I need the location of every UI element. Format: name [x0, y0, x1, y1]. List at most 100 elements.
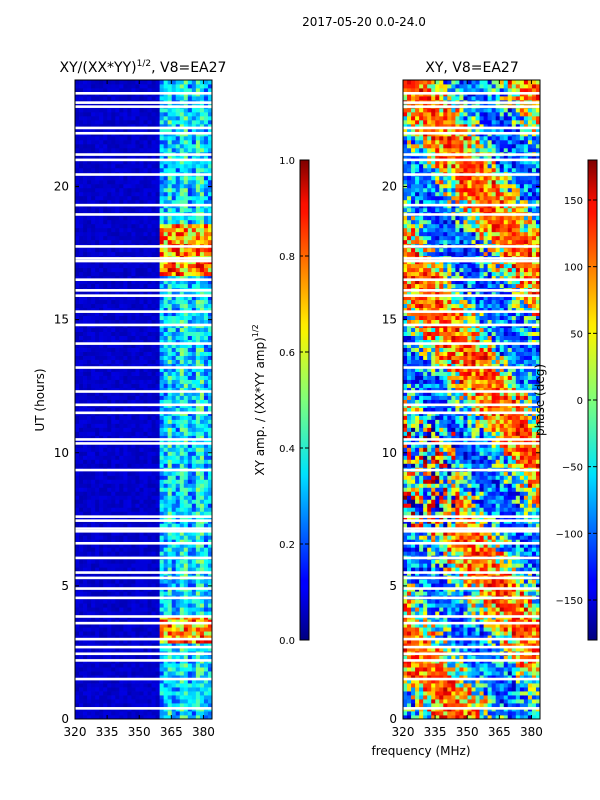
- amp-heatmap-cell: [103, 399, 108, 404]
- amp-heatmap-cell: [147, 451, 152, 456]
- amp-heatmap-cell: [147, 291, 152, 297]
- amp-heatmap-cell: [131, 643, 136, 648]
- amp-heatmap-cell: [187, 655, 193, 660]
- amp-heatmap-cell: [171, 655, 177, 660]
- amp-heatmap-cell: [179, 451, 185, 456]
- amp-heatmap-cell: [191, 223, 197, 229]
- amp-heatmap-cell: [135, 619, 140, 624]
- amp-heatmap-cell: [175, 283, 181, 289]
- amp-heatmap-cell: [123, 395, 128, 400]
- amp-heatmap-cell: [107, 607, 112, 612]
- amp-heatmap-cell: [207, 635, 213, 640]
- amp-heatmap-cell: [187, 383, 193, 388]
- amp-heatmap-cell: [175, 271, 181, 277]
- amp-heatmap-cell: [111, 143, 116, 149]
- amp-heatmap-cell: [123, 227, 128, 233]
- amp-heatmap-cell: [115, 711, 120, 716]
- amp-heatmap-cell: [187, 343, 193, 348]
- amp-heatmap-cell: [171, 335, 177, 340]
- amp-heatmap-cell: [163, 543, 169, 548]
- amp-heatmap-cell: [127, 163, 132, 169]
- amp-heatmap-cell: [111, 503, 116, 508]
- amp-heatmap-cell: [191, 455, 197, 460]
- amp-heatmap-cell: [107, 395, 112, 400]
- amp-heatmap-cell: [111, 279, 116, 285]
- amp-heatmap-cell: [79, 679, 84, 684]
- amp-heatmap-cell: [107, 551, 112, 556]
- amp-heatmap-cell: [115, 359, 120, 364]
- amp-heatmap-cell: [167, 563, 173, 568]
- amp-heatmap-cell: [111, 295, 116, 301]
- amp-heatmap-cell: [175, 375, 181, 380]
- amp-heatmap-cell: [171, 159, 177, 165]
- amp-heatmap-cell: [91, 667, 96, 672]
- amp-heatmap-cell: [147, 311, 152, 317]
- amp-heatmap-cell: [111, 163, 116, 169]
- amp-heatmap-cell: [115, 191, 120, 197]
- amp-heatmap-cell: [79, 495, 84, 500]
- amp-heatmap-cell: [175, 535, 181, 540]
- amp-heatmap-cell: [143, 231, 148, 237]
- amp-heatmap-cell: [115, 159, 120, 165]
- amp-heatmap-cell: [175, 487, 181, 492]
- amp-heatmap-cell: [199, 643, 205, 648]
- amp-heatmap-cell: [131, 351, 136, 356]
- amp-heatmap-cell: [179, 491, 185, 496]
- amp-heatmap-cell: [115, 627, 120, 632]
- amp-heatmap-cell: [167, 159, 173, 165]
- amp-heatmap-cell: [99, 147, 104, 153]
- amp-heatmap-cell: [199, 627, 205, 632]
- amp-heatmap-cell: [151, 715, 156, 720]
- amp-heatmap-cell: [99, 135, 104, 141]
- amp-heatmap-cell: [191, 147, 197, 153]
- amp-heatmap-cell: [79, 439, 84, 444]
- amp-heatmap-cell: [107, 531, 112, 536]
- amp-heatmap-cell: [99, 579, 104, 584]
- amp-heatmap-cell: [99, 395, 104, 400]
- amp-heatmap-cell: [87, 383, 92, 388]
- amp-heatmap-cell: [167, 435, 173, 440]
- amp-heatmap-cell: [143, 367, 148, 372]
- amp-heatmap-cell: [127, 599, 132, 604]
- amp-heatmap-cell: [183, 543, 189, 548]
- amp-heatmap-cell: [139, 315, 144, 321]
- amp-heatmap-cell: [199, 311, 205, 317]
- amp-heatmap-cell: [207, 495, 213, 500]
- amp-heatmap-cell: [159, 379, 165, 384]
- amp-heatmap-cell: [167, 375, 173, 380]
- amp-heatmap-cell: [107, 263, 112, 269]
- amp-heatmap-cell: [183, 607, 189, 612]
- amp-heatmap-cell: [151, 451, 156, 456]
- amp-heatmap-cell: [119, 603, 124, 608]
- amp-heatmap-cell: [79, 311, 84, 317]
- amp-heatmap-cell: [183, 695, 189, 700]
- amp-heatmap-cell: [175, 319, 181, 325]
- amp-heatmap-cell: [131, 487, 136, 492]
- amp-heatmap-cell: [151, 419, 156, 424]
- amp-heatmap-cell: [83, 547, 88, 552]
- amp-heatmap-cell: [123, 143, 128, 149]
- amp-heatmap-cell: [95, 239, 100, 245]
- amp-heatmap-cell: [147, 143, 152, 149]
- amp-heatmap-cell: [187, 283, 193, 289]
- amp-heatmap-cell: [167, 387, 173, 392]
- amp-heatmap-cell: [79, 183, 84, 189]
- amp-heatmap-cell: [171, 639, 177, 644]
- amp-heatmap-cell: [103, 163, 108, 169]
- amp-heatmap-cell: [143, 359, 148, 364]
- amp-heatmap-cell: [127, 423, 132, 428]
- amp-heatmap-cell: [115, 311, 120, 317]
- amp-heatmap-cell: [103, 459, 108, 464]
- amp-heatmap-cell: [83, 499, 88, 504]
- amp-heatmap-cell: [83, 591, 88, 596]
- amp-heatmap-cell: [147, 703, 152, 708]
- amp-heatmap-cell: [99, 623, 104, 628]
- amp-heatmap-cell: [167, 183, 173, 189]
- amp-heatmap-cell: [159, 291, 165, 297]
- amp-heatmap-cell: [87, 395, 92, 400]
- amp-heatmap-cell: [167, 291, 173, 297]
- amp-heatmap-cell: [187, 439, 193, 444]
- amp-heatmap-cell: [183, 711, 189, 716]
- amp-heatmap-cell: [99, 263, 104, 269]
- amp-heatmap-cell: [195, 167, 201, 173]
